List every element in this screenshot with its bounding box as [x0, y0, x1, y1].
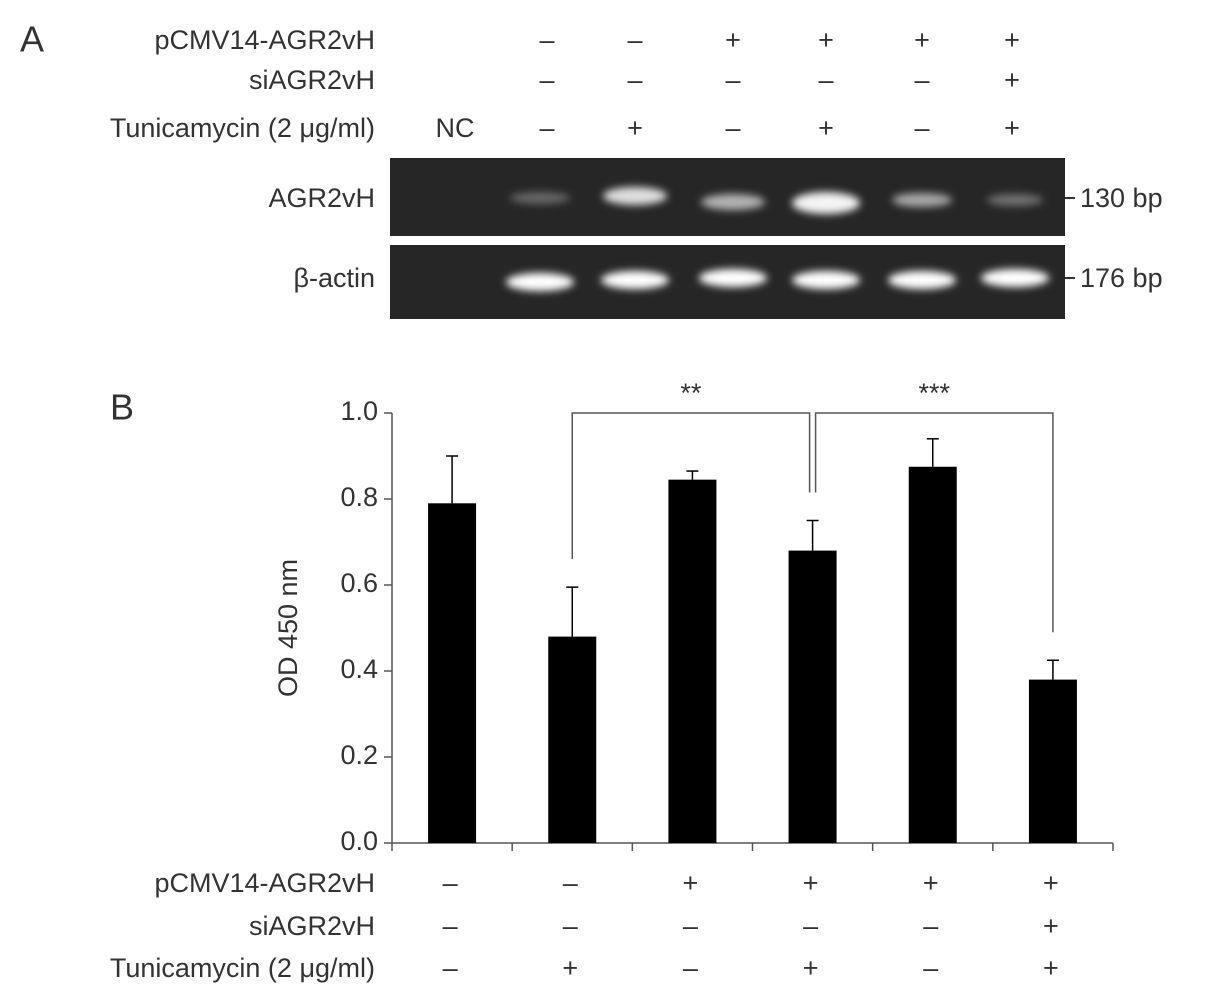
bar [908, 466, 957, 843]
bar [548, 636, 597, 843]
condition-sign: – [443, 868, 458, 898]
condition-sign: – [627, 65, 642, 95]
condition-sign: + [725, 25, 741, 55]
significance-bracket [571, 412, 811, 560]
condition-sign: – [803, 911, 818, 941]
condition-sign: – [914, 65, 929, 95]
condition-sign: + [818, 25, 834, 55]
y-tick-label: 0.8 [340, 482, 378, 512]
condition-sign: NC [436, 113, 475, 143]
y-tick-label: 1.0 [340, 396, 378, 426]
band-size: 176 bp [1080, 263, 1163, 293]
condition-sign: – [923, 911, 938, 941]
condition-sign: – [563, 911, 578, 941]
y-tick-label: 0.0 [340, 826, 378, 856]
bar [428, 503, 477, 843]
condition-sign: + [1043, 868, 1059, 898]
gel-row-label: β-actin [293, 263, 375, 293]
condition-label: pCMV14-AGR2vH [154, 25, 375, 55]
condition-sign: + [627, 113, 643, 143]
condition-sign: + [1043, 953, 1059, 983]
significance-bracket [814, 412, 1054, 633]
condition-sign: + [683, 868, 699, 898]
y-tick-label: 0.2 [340, 740, 378, 770]
band-size: 130 bp [1080, 183, 1163, 213]
panel-label: A [20, 19, 44, 60]
panel-label: B [110, 387, 134, 428]
condition-sign: – [443, 911, 458, 941]
bar [788, 550, 837, 843]
condition-sign: – [818, 65, 833, 95]
condition-label: siAGR2vH [249, 65, 375, 95]
condition-sign: – [725, 65, 740, 95]
condition-sign: + [923, 868, 939, 898]
condition-sign: + [914, 25, 930, 55]
condition-sign: – [563, 868, 578, 898]
condition-sign: – [539, 65, 554, 95]
condition-sign: + [818, 113, 834, 143]
condition-sign: – [539, 25, 554, 55]
bar [1028, 679, 1077, 843]
condition-sign: – [683, 953, 698, 983]
condition-sign: + [1043, 911, 1059, 941]
condition-sign: – [683, 911, 698, 941]
condition-label: pCMV14-AGR2vH [154, 868, 375, 898]
condition-sign: – [725, 113, 740, 143]
condition-sign: + [1004, 113, 1020, 143]
condition-label: siAGR2vH [249, 911, 375, 941]
y-tick-label: 0.4 [340, 654, 378, 684]
condition-sign: + [803, 868, 819, 898]
bar [668, 479, 717, 843]
condition-sign: – [539, 113, 554, 143]
condition-sign: + [562, 953, 578, 983]
condition-label: Tunicamycin (2 μg/ml) [110, 953, 375, 983]
condition-sign: – [923, 953, 938, 983]
significance-label: ** [680, 378, 702, 408]
condition-sign: – [443, 953, 458, 983]
gel-bands [506, 187, 1049, 291]
condition-sign: – [627, 25, 642, 55]
condition-label: Tunicamycin (2 μg/ml) [110, 113, 375, 143]
y-axis-label: OD 450 nm [273, 559, 303, 697]
gel-row-label: AGR2vH [268, 183, 375, 213]
condition-sign: + [1004, 65, 1020, 95]
condition-sign: + [803, 953, 819, 983]
significance-label: *** [918, 378, 950, 408]
condition-sign: + [1004, 25, 1020, 55]
condition-sign: – [914, 113, 929, 143]
y-tick-label: 0.6 [340, 568, 378, 598]
